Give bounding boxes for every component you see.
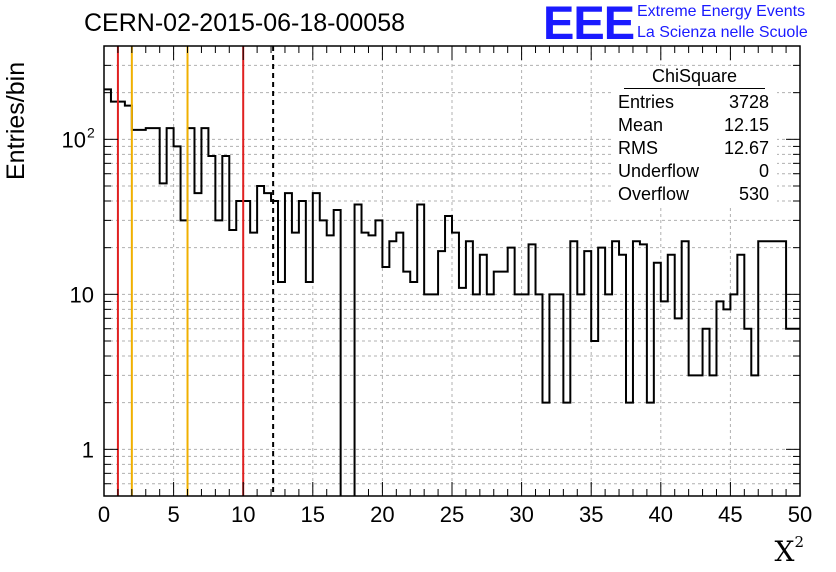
eee-logo: EEE xyxy=(543,0,635,49)
histogram-series xyxy=(104,88,800,496)
x-axis-label-sup: 2 xyxy=(794,532,804,551)
x-tick-label: 40 xyxy=(649,502,673,527)
x-tick-label: 20 xyxy=(370,502,394,527)
x-tick-label: 50 xyxy=(788,502,812,527)
stats-label: Mean xyxy=(618,115,664,135)
stats-label: Underflow xyxy=(618,161,700,181)
y-tick-label: 10 xyxy=(70,282,94,307)
stats-value: 530 xyxy=(738,184,769,204)
x-tick-label: 45 xyxy=(718,502,742,527)
y-tick-label-exponent: 2 xyxy=(87,124,95,140)
logo-line-2: La Scienza nelle Scuole xyxy=(637,24,808,41)
stats-label: Overflow xyxy=(618,184,690,204)
stats-row-rms: RMS 12.67 xyxy=(612,137,777,160)
stats-row-mean: Mean 12.15 xyxy=(612,114,777,137)
y-tick-label: 1 xyxy=(82,437,94,462)
stats-label: RMS xyxy=(618,138,658,158)
x-tick-label: 5 xyxy=(167,502,179,527)
stats-label: Entries xyxy=(618,92,675,112)
stats-value: 12.15 xyxy=(723,115,769,135)
stats-box: ChiSquare Entries 3728 Mean 12.15 RMS 12.67… xyxy=(612,66,777,206)
stats-value: 12.67 xyxy=(723,138,769,158)
stats-value: 3728 xyxy=(728,92,769,112)
x-tick-label: 25 xyxy=(440,502,464,527)
stats-box-name: ChiSquare xyxy=(624,66,765,89)
stats-value: 0 xyxy=(758,161,769,181)
x-tick-label: 0 xyxy=(98,502,110,527)
logo-line-1: Extreme Energy Events xyxy=(637,3,806,20)
x-tick-label: 10 xyxy=(231,502,255,527)
x-axis-label: X2 xyxy=(774,532,804,568)
y-tick-label: 10 xyxy=(62,127,86,152)
chart-title: CERN-02-2015-06-18-00058 xyxy=(84,9,406,37)
stats-row-overflow: Overflow 530 xyxy=(612,183,777,206)
y-axis-label: Entries/bin xyxy=(2,61,30,180)
x-axis-label-text: X xyxy=(774,535,795,568)
x-tick-label: 35 xyxy=(579,502,603,527)
stats-row-underflow: Underflow 0 xyxy=(612,160,777,183)
stats-row-entries: Entries 3728 xyxy=(612,91,777,114)
x-tick-label: 30 xyxy=(509,502,533,527)
x-tick-label: 15 xyxy=(301,502,325,527)
